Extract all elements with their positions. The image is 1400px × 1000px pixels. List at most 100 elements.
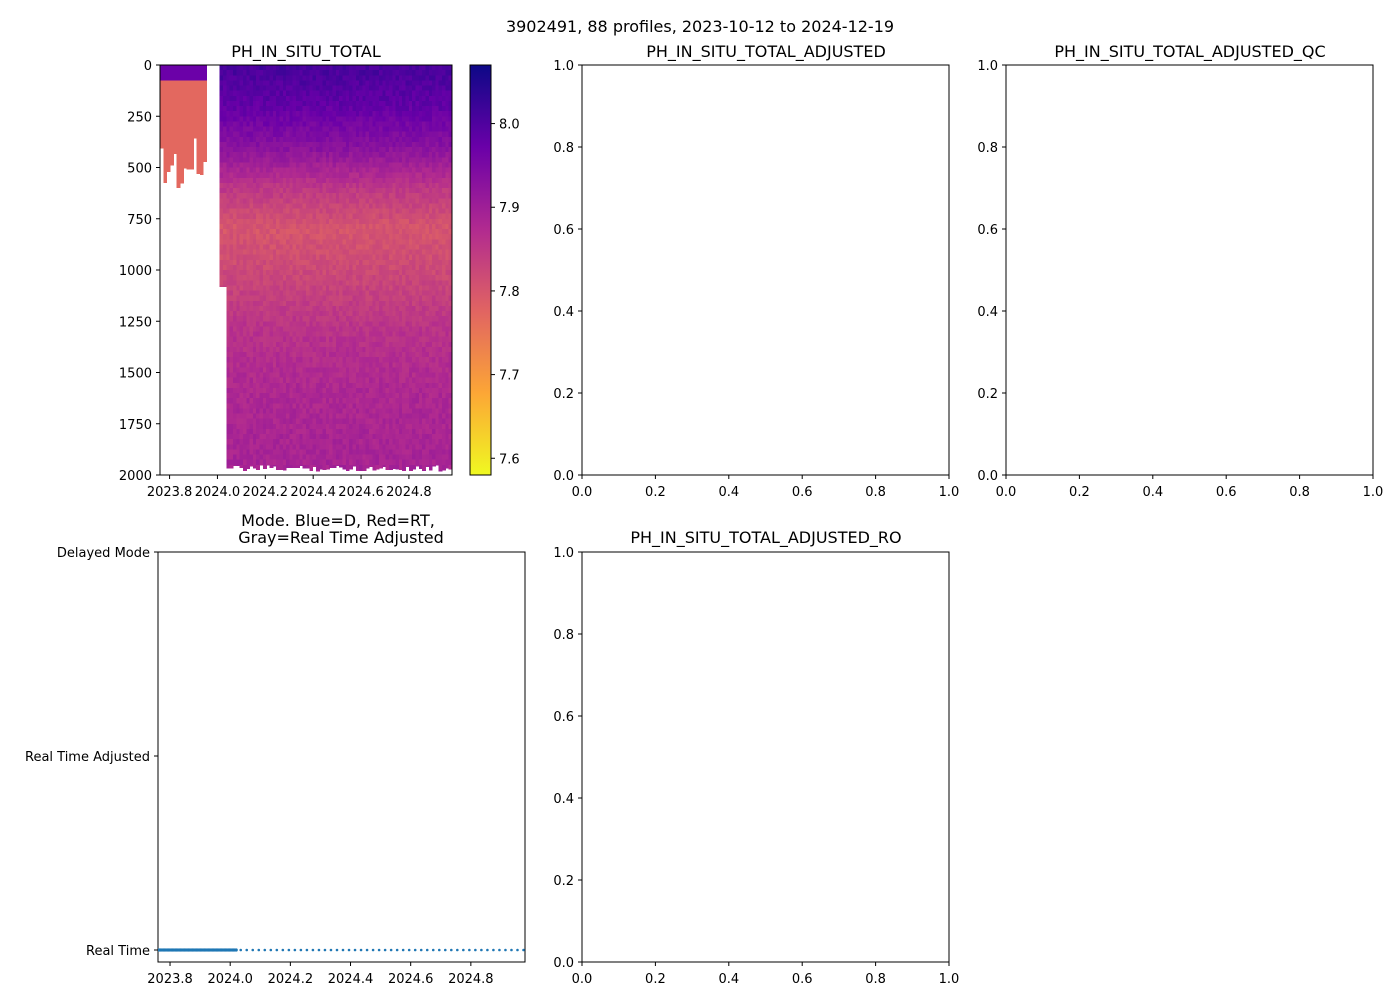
ph-cell bbox=[223, 152, 227, 158]
ph-cell bbox=[249, 290, 254, 297]
ph-cell bbox=[412, 316, 417, 322]
ph-cell bbox=[345, 116, 350, 122]
ph-cell bbox=[236, 116, 241, 122]
ph-cell bbox=[359, 147, 364, 153]
ph-cell bbox=[379, 162, 383, 169]
ph-cell bbox=[379, 367, 383, 374]
ph-cell bbox=[262, 362, 267, 368]
ph-cell bbox=[369, 264, 373, 271]
ph-cell bbox=[345, 321, 350, 327]
ph-cell bbox=[266, 423, 271, 430]
ph-cell bbox=[299, 382, 304, 389]
ph-cell bbox=[169, 95, 174, 102]
ph-cell bbox=[319, 162, 324, 169]
ph-cell bbox=[379, 418, 383, 425]
ph-cell bbox=[292, 295, 297, 302]
ph-cell bbox=[359, 100, 364, 107]
ph-cell bbox=[236, 188, 241, 194]
ph-cell bbox=[342, 152, 347, 158]
ph-cell bbox=[415, 423, 420, 430]
ph-cell bbox=[388, 75, 393, 81]
ph-cell bbox=[312, 280, 317, 286]
ph-cell bbox=[372, 136, 377, 143]
ph-cell bbox=[289, 121, 294, 128]
ph-cell bbox=[369, 157, 373, 163]
ph-cell bbox=[322, 285, 327, 292]
ph-cell bbox=[388, 300, 393, 307]
ph-cell bbox=[349, 65, 354, 71]
ph-cell bbox=[229, 213, 234, 220]
ph-cell bbox=[355, 290, 360, 297]
ph-cell bbox=[163, 111, 168, 117]
ph-cell bbox=[412, 270, 417, 276]
ph-cell bbox=[325, 65, 330, 71]
ph-cell bbox=[342, 449, 347, 456]
ph-cell bbox=[279, 382, 284, 389]
ph-cell bbox=[309, 65, 314, 71]
ph-cell bbox=[309, 367, 314, 374]
ph-cell bbox=[359, 218, 364, 225]
ph-cell bbox=[382, 300, 387, 307]
ph-cell bbox=[226, 346, 231, 353]
ph-cell bbox=[229, 372, 234, 379]
ph-cell bbox=[189, 141, 194, 148]
ph-cell bbox=[345, 244, 350, 251]
ph-cell bbox=[302, 65, 307, 71]
ph-cell bbox=[329, 459, 334, 466]
ph-cell bbox=[266, 249, 271, 256]
ph-cell bbox=[236, 326, 241, 333]
ph-cell bbox=[173, 131, 178, 138]
ph-cell bbox=[189, 100, 194, 107]
ph-cell bbox=[325, 300, 330, 307]
ph-cell bbox=[388, 218, 393, 225]
ph-cell bbox=[306, 234, 310, 240]
ph-cell bbox=[332, 423, 337, 430]
ph-cell bbox=[309, 418, 314, 425]
ph-cell bbox=[276, 316, 281, 322]
ph-cell bbox=[385, 223, 390, 230]
ph-cell bbox=[372, 223, 377, 230]
ph-cell bbox=[259, 157, 264, 163]
ph-cell bbox=[349, 177, 354, 184]
ph-cell bbox=[325, 423, 330, 430]
ph-cell bbox=[276, 428, 281, 435]
ph-cell bbox=[315, 249, 320, 256]
ph-cell bbox=[282, 382, 287, 389]
ph-cell bbox=[259, 182, 264, 189]
ph-cell bbox=[249, 367, 254, 374]
ph-cell bbox=[395, 357, 400, 363]
ph-cell bbox=[289, 352, 294, 358]
ph-cell bbox=[256, 244, 261, 251]
ph-cell bbox=[219, 106, 224, 112]
ph-cell bbox=[286, 198, 291, 204]
ph-cell bbox=[246, 413, 251, 420]
ph-cell bbox=[233, 111, 237, 117]
ph-cell bbox=[219, 270, 224, 276]
ph-cell bbox=[269, 193, 274, 199]
ph-cell bbox=[342, 223, 347, 230]
ph-cell bbox=[259, 362, 264, 368]
ph-cell bbox=[412, 167, 417, 174]
ph-cell bbox=[223, 111, 227, 117]
ph-cell bbox=[398, 203, 403, 210]
ph-cell bbox=[315, 229, 320, 235]
ph-cell bbox=[196, 70, 201, 76]
ph-cell bbox=[242, 331, 247, 338]
ph-cell bbox=[249, 300, 254, 307]
ph-cell bbox=[309, 382, 314, 389]
ph-cell bbox=[362, 172, 367, 179]
ph-cell bbox=[315, 65, 320, 71]
ph-cell bbox=[312, 147, 317, 153]
ph-cell bbox=[332, 428, 337, 435]
ph-cell bbox=[239, 80, 244, 87]
ph-cell bbox=[349, 326, 354, 333]
ph-cell bbox=[369, 454, 373, 461]
ph-cell bbox=[269, 285, 274, 292]
ph-cell bbox=[246, 439, 251, 445]
ph-cell bbox=[302, 90, 307, 97]
ph-cell bbox=[335, 428, 340, 435]
ph-cell bbox=[349, 382, 354, 389]
ph-cell bbox=[335, 439, 340, 445]
ph-cell bbox=[236, 254, 241, 261]
ph-cell bbox=[233, 321, 237, 327]
